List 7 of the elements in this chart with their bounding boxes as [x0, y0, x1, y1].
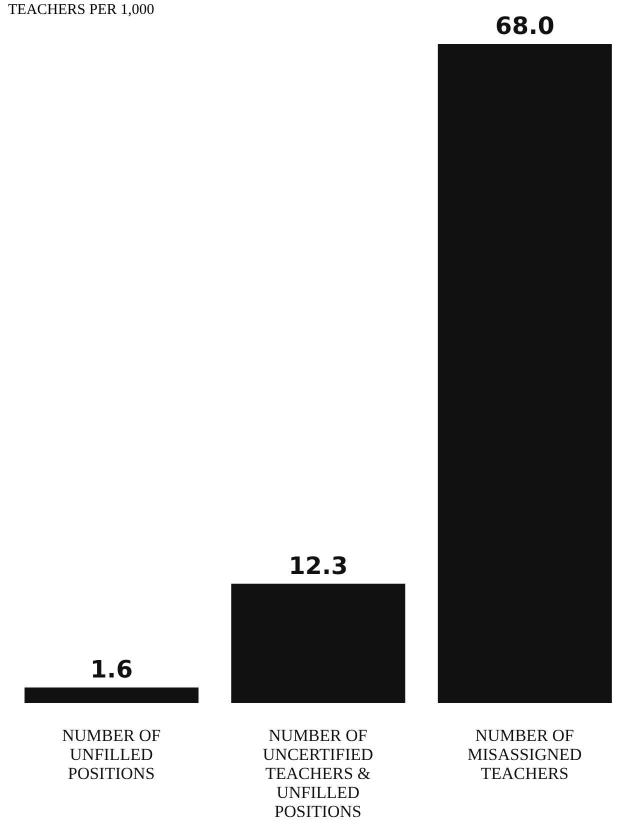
data-label: 12.3: [288, 552, 348, 580]
data-label: 1.6: [90, 655, 133, 684]
data-label: 68.0: [495, 12, 554, 40]
chart-title: TEACHERS PER 1,000: [8, 2, 154, 19]
x-tick-label: NUMBER OF UNFILLED POSITIONS: [62, 726, 161, 783]
x-tick-label: NUMBER OF UNCERTIFIED TEACHERS & UNFILLED POSITIONS: [262, 726, 374, 821]
x-tick-label: NUMBER OF MISASSIGNED TEACHERS: [468, 726, 582, 783]
